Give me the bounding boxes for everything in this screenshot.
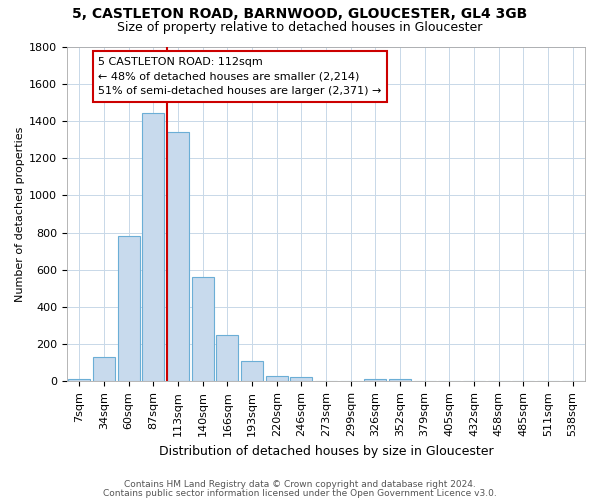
Bar [68, 380, 91, 382]
Bar [389, 380, 411, 382]
Text: Contains public sector information licensed under the Open Government Licence v3: Contains public sector information licen… [103, 489, 497, 498]
Bar [191, 277, 214, 382]
Bar [142, 114, 164, 382]
Bar [118, 236, 140, 382]
Bar [364, 378, 386, 382]
Bar [266, 376, 288, 382]
Bar [93, 357, 115, 382]
Bar [167, 132, 189, 382]
Text: 5, CASTLETON ROAD, BARNWOOD, GLOUCESTER, GL4 3GB: 5, CASTLETON ROAD, BARNWOOD, GLOUCESTER,… [73, 8, 527, 22]
Y-axis label: Number of detached properties: Number of detached properties [15, 126, 25, 302]
Bar [290, 376, 313, 382]
X-axis label: Distribution of detached houses by size in Gloucester: Distribution of detached houses by size … [158, 444, 493, 458]
Text: Size of property relative to detached houses in Gloucester: Size of property relative to detached ho… [118, 22, 482, 35]
Text: 5 CASTLETON ROAD: 112sqm
← 48% of detached houses are smaller (2,214)
51% of sem: 5 CASTLETON ROAD: 112sqm ← 48% of detach… [98, 56, 382, 96]
Bar [241, 361, 263, 382]
Bar [216, 335, 238, 382]
Text: Contains HM Land Registry data © Crown copyright and database right 2024.: Contains HM Land Registry data © Crown c… [124, 480, 476, 489]
